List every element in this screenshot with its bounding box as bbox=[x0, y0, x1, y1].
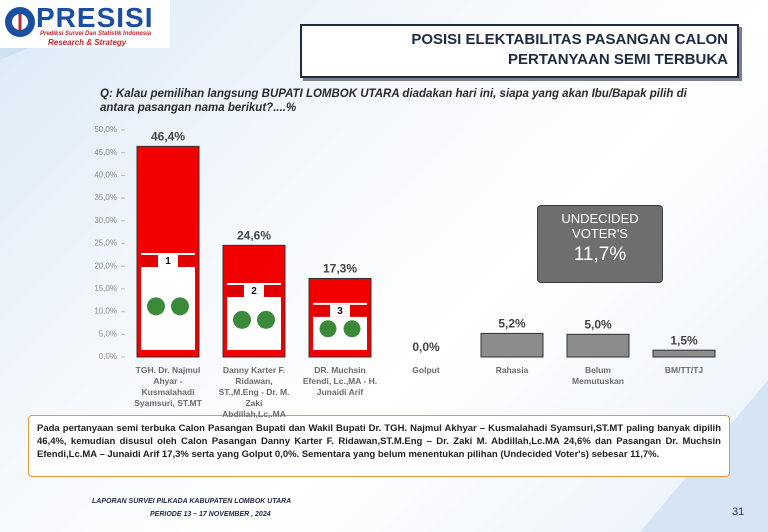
title-box bbox=[300, 24, 739, 78]
x-tick-label: TGH. Dr. Najmul Ahyar - Kusmalahadi Syam… bbox=[134, 365, 202, 408]
summary: Pada pertanyaan semi terbuka Calon Pasan… bbox=[28, 415, 730, 477]
y-tick-label: 20,0% bbox=[94, 261, 117, 270]
x-tick-label: Belum Memutuskan bbox=[572, 365, 624, 386]
undecided-value: 11,7% bbox=[573, 244, 627, 265]
bar bbox=[566, 333, 630, 358]
x-tick-label: BM/TT/TJ bbox=[664, 365, 704, 375]
x-tick-label: Danny Karter F. Ridawan, ST.,M.Eng - Dr.… bbox=[218, 365, 290, 419]
photo-figure bbox=[171, 297, 189, 316]
photo-figure bbox=[319, 320, 337, 338]
y-tick-label: 50,0% bbox=[94, 125, 117, 134]
y-tick-label: 30,0% bbox=[94, 216, 117, 225]
logo-name: PRESISI bbox=[36, 2, 154, 33]
logo-tagline: Prediksi Survei Dan Statistik Indonesia bbox=[40, 31, 152, 37]
bar bbox=[652, 349, 716, 358]
value-label: 17,3% bbox=[323, 262, 357, 276]
x-tick-label: Rahasia bbox=[495, 365, 529, 375]
question: Q: Kalau pemilihan langsung BUPATI LOMBO… bbox=[100, 88, 687, 114]
footer: PERIODE 13 – 17 NOVEMBER , 2024 bbox=[150, 511, 271, 518]
undecided-label: UNDECIDED bbox=[561, 211, 639, 226]
photo-figure bbox=[257, 310, 275, 329]
y-tick-label: 10,0% bbox=[94, 307, 117, 316]
y-tick-label: 0,0% bbox=[99, 352, 117, 361]
number-box bbox=[158, 255, 178, 267]
page-number: 31 bbox=[732, 506, 745, 518]
number-box bbox=[330, 304, 350, 317]
undecided-label: VOTER'S bbox=[572, 226, 628, 241]
value-label: 46,4% bbox=[151, 130, 185, 144]
number-box bbox=[244, 284, 264, 297]
value-label: 0,0% bbox=[412, 340, 440, 354]
bar bbox=[480, 332, 544, 358]
y-tick-label: 15,0% bbox=[94, 284, 117, 293]
y-tick-label: 40,0% bbox=[94, 171, 117, 180]
value-label: 5,2% bbox=[498, 317, 526, 331]
x-tick-label: DR. Muchsin Efendi, Lc.,MA - H. Junaidi … bbox=[302, 365, 378, 397]
candidate-number: 1 bbox=[165, 256, 171, 267]
value-label: 5,0% bbox=[584, 317, 612, 331]
title: PERTANYAAN SEMI TERBUKA bbox=[507, 51, 728, 68]
photo-figure bbox=[147, 297, 165, 316]
title: POSISI ELEKTABILITAS PASANGAN CALON bbox=[411, 31, 728, 48]
undecided-box: UNDECIDED VOTER'S 11,7% bbox=[537, 205, 663, 283]
value-label: 1,5% bbox=[670, 333, 698, 347]
footer: LAPORAN SURVEI PILKADA KABUPATEN LOMBOK … bbox=[92, 498, 292, 505]
logo-subtitle: Research & Strategy bbox=[48, 38, 127, 47]
y-tick-label: 35,0% bbox=[94, 193, 117, 202]
photo-figure bbox=[343, 320, 361, 338]
y-tick-label: 5,0% bbox=[99, 329, 117, 338]
value-label: 24,6% bbox=[237, 228, 271, 242]
x-tick-label: Golput bbox=[412, 365, 440, 375]
candidate-number: 2 bbox=[251, 286, 257, 297]
candidate-number: 3 bbox=[337, 306, 343, 317]
y-tick-label: 45,0% bbox=[94, 148, 117, 157]
y-tick-label: 25,0% bbox=[94, 239, 117, 248]
photo-figure bbox=[233, 310, 251, 329]
